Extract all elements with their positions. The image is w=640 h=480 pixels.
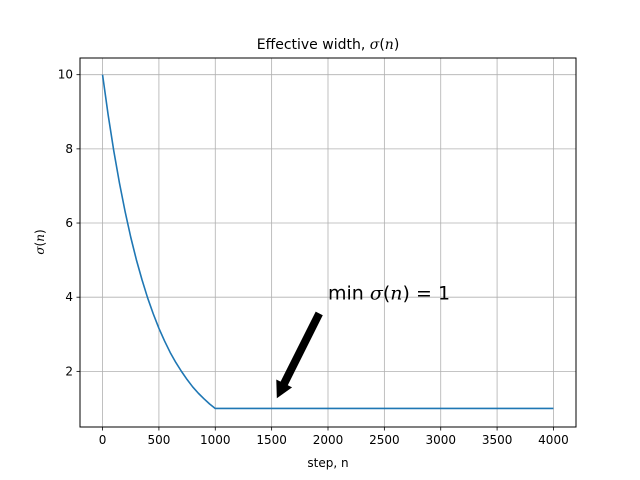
x-tick-label: 1500 xyxy=(256,433,287,447)
annotation-symbol: σ xyxy=(370,282,384,304)
x-tick-label: 3500 xyxy=(482,433,513,447)
y-axis-label: σ(n) xyxy=(33,229,47,254)
x-tick-label: 4000 xyxy=(538,433,569,447)
chart-title-arg: n xyxy=(385,37,394,53)
y-axis-label-paren-open: ( xyxy=(33,242,47,247)
x-axis-label: step, n xyxy=(307,456,348,470)
axis-ticks: 0 500 1000 1500 2000 2500 3000 3500 4000 2 4 6 8 10 xyxy=(58,68,569,447)
x-tick-label: 0 xyxy=(99,433,107,447)
series-layer xyxy=(101,74,554,410)
chart-title: Effective width, σ(n) xyxy=(257,37,400,53)
annotation-text: min σ(n) = 1 xyxy=(328,282,450,304)
y-tick-label: 8 xyxy=(65,142,73,156)
x-tick-label: 2500 xyxy=(369,433,400,447)
annotation-arg: n xyxy=(390,282,402,304)
annotation-suffix: = 1 xyxy=(410,282,450,304)
annotation-paren-open: ( xyxy=(383,282,390,304)
x-tick-label: 3000 xyxy=(425,433,456,447)
annotation-paren-close: ) xyxy=(403,282,410,304)
x-tick-label: 1000 xyxy=(200,433,231,447)
grid-lines xyxy=(80,58,576,427)
annotation-prefix: min xyxy=(328,282,370,304)
chart-title-paren-open: ( xyxy=(379,37,384,53)
y-tick-label: 2 xyxy=(65,364,73,378)
y-axis-label-symbol: σ xyxy=(33,246,47,255)
annotation-arrow xyxy=(276,311,323,399)
y-tick-label: 6 xyxy=(65,216,73,230)
x-tick-label: 500 xyxy=(147,433,170,447)
series-line-1 xyxy=(101,74,554,410)
x-tick-label: 2000 xyxy=(313,433,344,447)
y-tick-label: 10 xyxy=(58,68,73,82)
chart-title-paren-close: ) xyxy=(394,37,399,53)
y-axis-label-arg: n xyxy=(33,234,47,242)
y-tick-label: 4 xyxy=(65,290,73,304)
chart-title-symbol: σ xyxy=(370,37,380,53)
chart-title-text: Effective width, xyxy=(257,37,370,53)
y-axis-label-paren-close: ) xyxy=(33,229,47,234)
